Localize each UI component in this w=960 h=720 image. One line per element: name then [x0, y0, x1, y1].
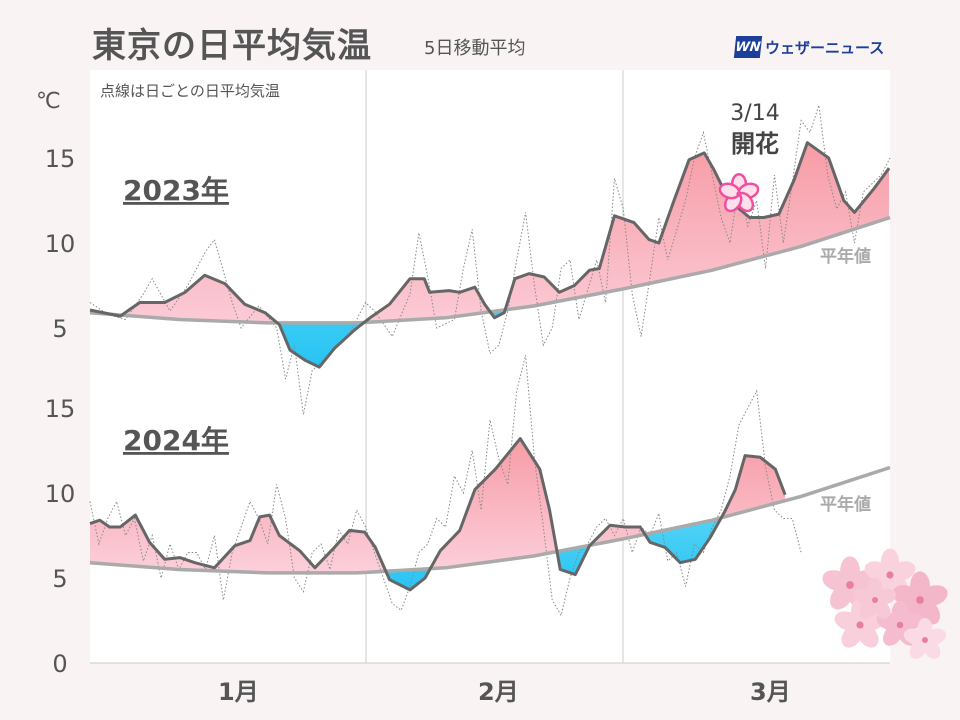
y-tick-label: 0: [52, 650, 67, 678]
flower-center: [846, 581, 854, 589]
above-normal-area: [90, 142, 890, 323]
x-label-mar: 3月: [750, 678, 791, 706]
moving-average-line: [89, 141, 891, 369]
daily-temperature-line: [89, 355, 802, 617]
above-normal-area: [90, 438, 786, 573]
normal-label-2023: 平年値: [820, 246, 871, 267]
flower-center: [922, 637, 928, 643]
normal-temperature-line: [89, 465, 891, 575]
petal: [822, 570, 851, 591]
weathernews-logo: WN ウェザーニュース: [733, 36, 885, 58]
chart-title: 東京の日平均気温: [92, 26, 372, 66]
flower-center: [872, 597, 878, 603]
flower-center: [896, 621, 904, 629]
bloom-label: 開花: [731, 130, 779, 158]
y-tick-label: 10: [45, 480, 76, 508]
bloom-date: 3/14: [730, 101, 779, 126]
cherry-blossom-decoration: [822, 548, 948, 659]
petal: [903, 628, 926, 645]
panel-2024: 0 5 10 15: [45, 355, 891, 678]
plot-area: [90, 70, 890, 663]
normal-label-2024: 平年値: [820, 494, 871, 515]
y-unit: ℃: [36, 89, 61, 114]
y-tick-label: 5: [52, 315, 67, 343]
y-tick-label: 15: [45, 145, 76, 173]
panel-2023: 5 10 15: [45, 105, 891, 415]
flower-center: [856, 621, 864, 629]
logo-text: ウェザーニュース: [765, 38, 885, 57]
chart-note: 点線は日ごとの日平均気温: [96, 78, 284, 103]
flower-center: [916, 596, 924, 604]
chart-subtitle: 5日移動平均: [424, 38, 526, 59]
year-label-2023: 2023年: [123, 174, 229, 207]
decor-flower: [853, 578, 897, 619]
petal: [864, 561, 891, 581]
flower-center: [736, 191, 742, 197]
flower-center: [886, 571, 894, 579]
y-tick-label: 15: [45, 395, 76, 423]
y-tick-label: 10: [45, 230, 76, 258]
sakura-flower: [718, 172, 760, 213]
year-label-2024: 2024年: [123, 424, 229, 457]
x-label-jan: 1月: [218, 678, 259, 706]
petal: [853, 588, 876, 605]
cherry-blossom-icon: [718, 172, 760, 213]
decor-flower: [903, 618, 947, 659]
daily-temperature-line: [89, 105, 891, 415]
moving-average-line: [89, 437, 787, 592]
petal: [892, 585, 921, 606]
y-tick-label: 5: [52, 565, 67, 593]
petal: [834, 611, 861, 631]
x-label-feb: 2月: [478, 678, 519, 706]
